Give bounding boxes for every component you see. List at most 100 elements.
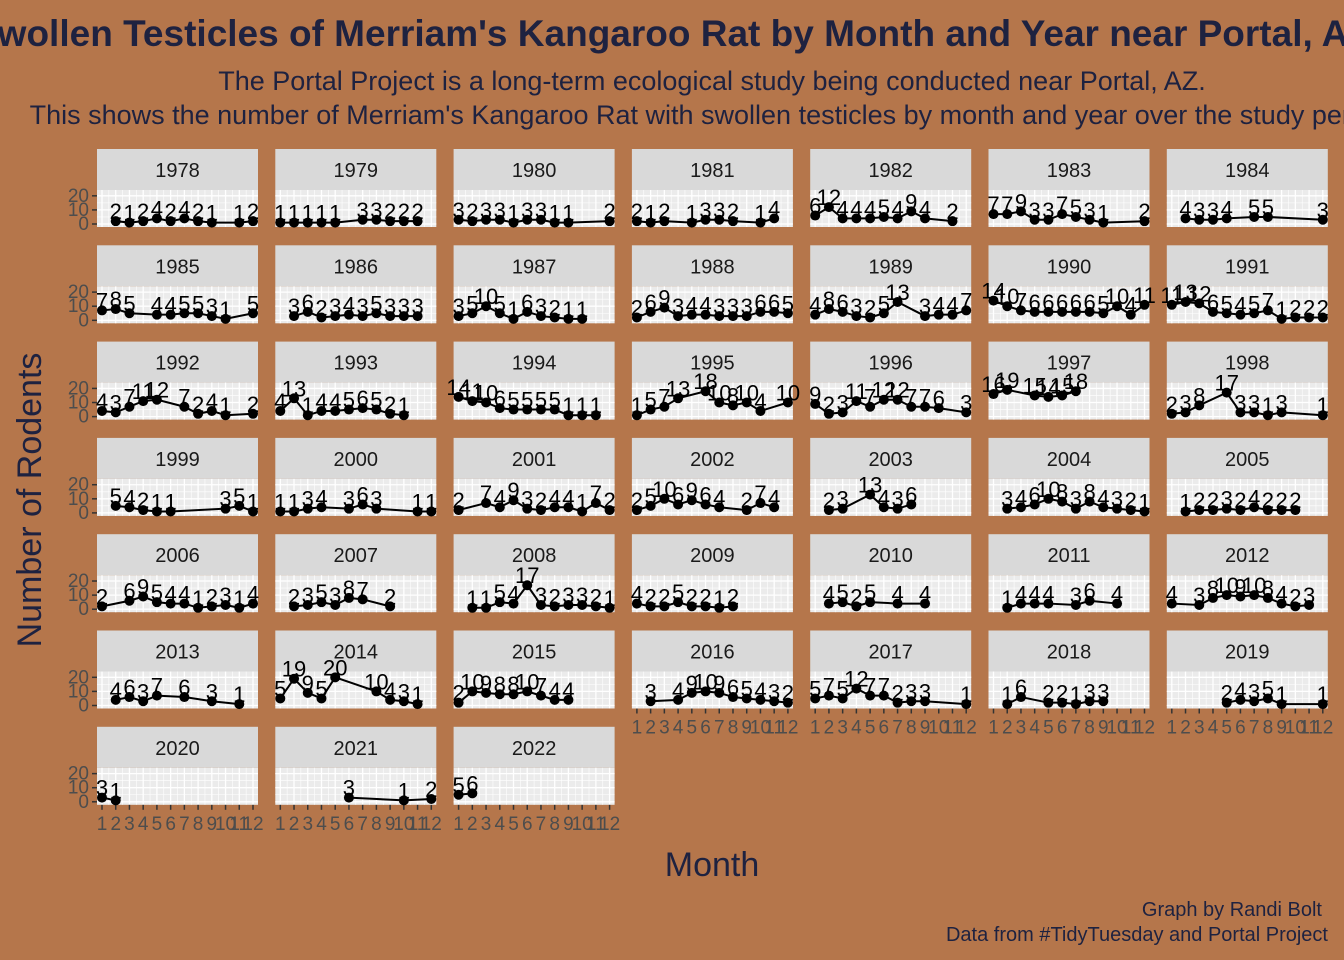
data-label: 5 — [452, 773, 464, 798]
data-point — [851, 601, 862, 612]
data-label: 5 — [521, 388, 533, 413]
data-label: 2 — [1193, 488, 1205, 513]
x-tick-label: 11 — [1299, 718, 1319, 739]
data-point — [673, 499, 684, 510]
data-point — [398, 795, 409, 806]
data-point — [206, 311, 217, 322]
data-label: 3 — [672, 294, 684, 319]
data-point — [1235, 309, 1246, 320]
data-point — [357, 311, 368, 322]
data-label: 3 — [535, 294, 547, 319]
data-label: 2 — [1317, 295, 1329, 320]
data-point — [165, 598, 176, 609]
data-point — [755, 405, 766, 416]
data-label: 15 — [1050, 373, 1074, 398]
x-tick-label: 7 — [179, 814, 190, 835]
data-point — [1139, 299, 1150, 310]
data-point — [151, 213, 162, 224]
data-point — [769, 213, 780, 224]
data-label: 4 — [768, 196, 780, 221]
x-tick-label: 8 — [1263, 718, 1274, 739]
data-label: 19 — [282, 657, 306, 682]
data-point — [151, 394, 162, 405]
data-label: 4 — [562, 485, 574, 510]
data-point — [535, 505, 546, 516]
facet-strip — [275, 437, 437, 479]
data-label: 1 — [507, 201, 519, 226]
data-label: 3 — [891, 487, 903, 512]
data-label: 2 — [864, 295, 876, 320]
facet-strip — [810, 341, 972, 383]
data-point — [837, 503, 848, 514]
facet-strip — [631, 149, 793, 190]
x-tick-label: 5 — [687, 718, 698, 739]
data-point — [467, 308, 478, 319]
data-label: 4 — [1125, 293, 1137, 318]
data-point — [371, 503, 382, 514]
data-point — [823, 505, 834, 516]
y-tick-label: 10 — [68, 393, 89, 414]
data-point — [1194, 214, 1205, 225]
data-point — [920, 213, 931, 224]
data-point — [206, 601, 217, 612]
data-label: 1 — [1070, 682, 1082, 707]
data-label: 9 — [905, 189, 917, 214]
x-tick-label: 11 — [943, 718, 963, 739]
facet-strip — [1166, 630, 1328, 672]
data-label: 2 — [631, 199, 643, 224]
data-label: 5 — [315, 580, 327, 605]
facet-strip — [1166, 245, 1328, 287]
data-label: 4 — [823, 582, 835, 607]
data-label: 1 — [960, 682, 972, 707]
series-line — [293, 310, 418, 319]
data-point — [124, 308, 135, 319]
data-point — [892, 213, 903, 224]
facet-strip — [275, 726, 437, 768]
data-label: 3 — [562, 583, 574, 608]
data-label: 1 — [603, 586, 615, 611]
data-point — [631, 410, 642, 421]
data-point — [1317, 312, 1328, 323]
data-point — [906, 696, 917, 707]
data-label: 4 — [247, 582, 259, 607]
x-tick-label: 9 — [1098, 718, 1109, 739]
data-label: 6 — [1015, 675, 1027, 700]
facet-strip-label: 1981 — [690, 160, 735, 182]
data-label: 3 — [1070, 583, 1082, 608]
data-point — [1235, 694, 1246, 705]
data-label: 3 — [713, 198, 725, 223]
data-point — [1249, 590, 1260, 601]
data-point — [398, 410, 409, 421]
data-label: 5 — [247, 291, 259, 316]
data-point — [563, 217, 574, 228]
data-label: 6 — [357, 386, 369, 411]
data-label: 4 — [631, 582, 643, 607]
y-tick-label: 20 — [68, 186, 89, 207]
data-point — [302, 503, 313, 514]
data-point — [343, 309, 354, 320]
data-point — [823, 690, 834, 701]
facet-strip — [988, 630, 1150, 672]
data-label: 13 — [885, 280, 909, 305]
data-label: 3 — [1234, 390, 1246, 415]
data-label: 10 — [515, 669, 539, 694]
x-tick-label: 3 — [1016, 718, 1027, 739]
data-label: 3 — [137, 679, 149, 704]
data-point — [892, 503, 903, 514]
data-label: 5 — [466, 291, 478, 316]
data-label: 7 — [1056, 192, 1068, 217]
series-line — [650, 690, 789, 704]
data-point — [645, 601, 656, 612]
data-label: 2 — [727, 199, 739, 224]
data-label: 13 — [282, 376, 306, 401]
data-label: 3 — [357, 198, 369, 223]
data-point — [1235, 505, 1246, 516]
data-label: 12 — [844, 667, 868, 692]
data-point — [700, 686, 711, 697]
data-label: 2 — [110, 199, 122, 224]
data-point — [645, 696, 656, 707]
data-label: 1 — [576, 489, 588, 514]
